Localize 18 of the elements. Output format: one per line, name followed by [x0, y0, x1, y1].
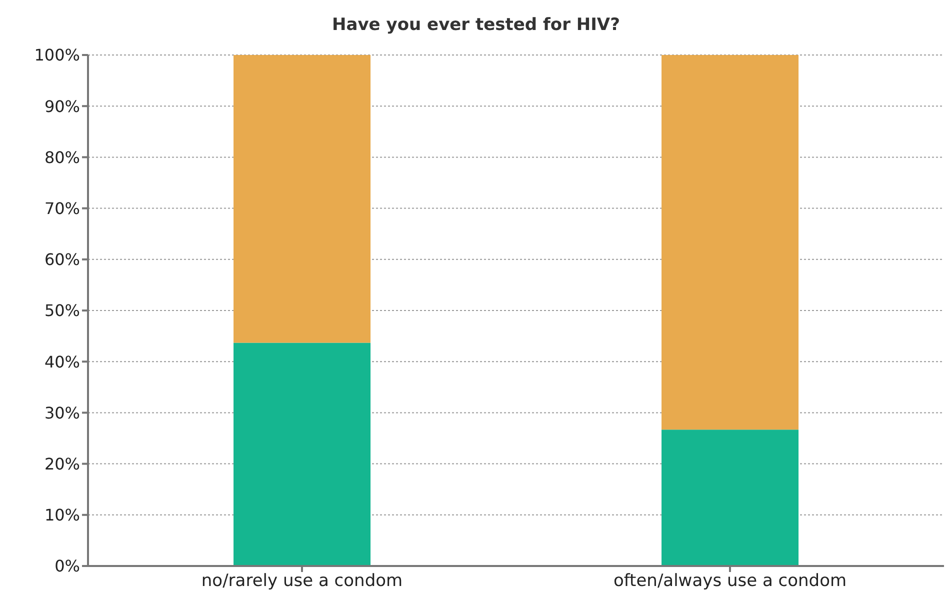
- y-tick-label: 70%: [44, 198, 80, 218]
- x-tick-label: no/rarely use a condom: [201, 571, 403, 592]
- y-tick-label: 90%: [44, 96, 80, 116]
- chart-title: Have you ever tested for HIV?: [331, 14, 621, 37]
- y-tick-label: 0%: [54, 556, 80, 576]
- x-tick-label: often/always use a condom: [613, 571, 847, 592]
- bar: [234, 342, 371, 566]
- bar: [662, 430, 799, 566]
- y-tick-label: 40%: [44, 352, 80, 372]
- y-tick-label: 10%: [44, 506, 80, 525]
- y-tick-label: 30%: [44, 403, 80, 422]
- y-tick-label: 50%: [44, 301, 80, 320]
- y-tick-label: 100%: [34, 46, 80, 65]
- bar: [662, 55, 799, 430]
- y-tick-label: 80%: [44, 148, 80, 167]
- y-tick-label: 60%: [44, 250, 80, 270]
- y-tick-label: 20%: [44, 454, 80, 474]
- bar: [234, 55, 371, 343]
